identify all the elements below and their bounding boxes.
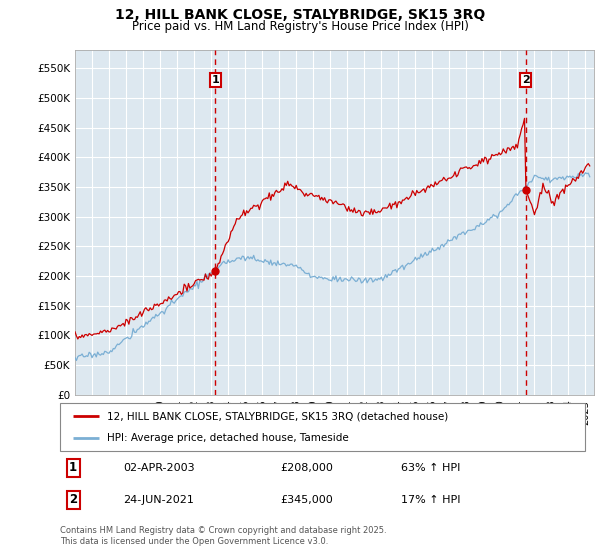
- Text: 12, HILL BANK CLOSE, STALYBRIDGE, SK15 3RQ: 12, HILL BANK CLOSE, STALYBRIDGE, SK15 3…: [115, 8, 485, 22]
- Text: 2: 2: [522, 75, 529, 85]
- Text: Price paid vs. HM Land Registry's House Price Index (HPI): Price paid vs. HM Land Registry's House …: [131, 20, 469, 32]
- FancyBboxPatch shape: [60, 403, 585, 451]
- Text: 02-APR-2003: 02-APR-2003: [123, 463, 194, 473]
- Text: HPI: Average price, detached house, Tameside: HPI: Average price, detached house, Tame…: [107, 433, 349, 443]
- Text: 2: 2: [69, 493, 77, 506]
- Text: £208,000: £208,000: [281, 463, 334, 473]
- Text: Contains HM Land Registry data © Crown copyright and database right 2025.
This d: Contains HM Land Registry data © Crown c…: [60, 526, 386, 546]
- Text: 12, HILL BANK CLOSE, STALYBRIDGE, SK15 3RQ (detached house): 12, HILL BANK CLOSE, STALYBRIDGE, SK15 3…: [107, 411, 449, 421]
- Text: 17% ↑ HPI: 17% ↑ HPI: [401, 495, 461, 505]
- Text: 1: 1: [212, 75, 219, 85]
- Text: 63% ↑ HPI: 63% ↑ HPI: [401, 463, 461, 473]
- Text: 1: 1: [69, 461, 77, 474]
- Text: 24-JUN-2021: 24-JUN-2021: [123, 495, 194, 505]
- Text: £345,000: £345,000: [281, 495, 333, 505]
